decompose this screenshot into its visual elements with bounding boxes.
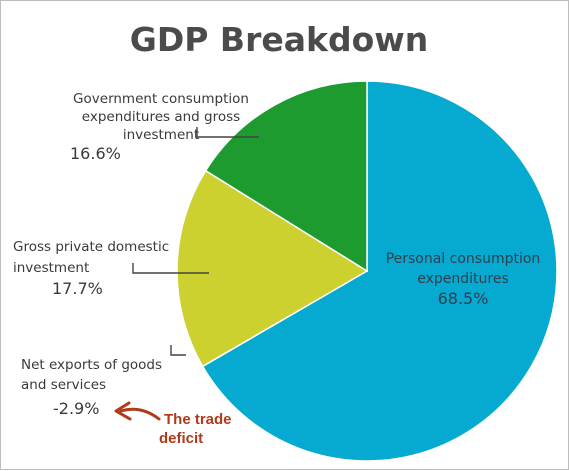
slice-government-consumption [204,80,368,273]
label-gross-private-investment-line: investment [13,260,89,276]
chart-title: GDP Breakdown [130,20,428,59]
value-personal-consumption: 68.5% [438,289,489,308]
label-net-exports: Net exports of goods and services [21,357,162,393]
label-net-exports-line: Net exports of goods [21,357,162,373]
pie-slices [176,80,558,462]
annotation-text-line: The trade [164,411,232,428]
label-government-consumption: Government consumption expenditures and g… [73,91,249,143]
value-net-exports: -2.9% [53,399,99,418]
leader-net-exports [170,345,186,356]
label-personal-consumption-line: expenditures [417,271,509,287]
label-personal-consumption-line: Personal consumption [386,251,541,267]
label-government-consumption-line: investment [123,127,199,143]
trade-deficit-annotation: The trade deficit [114,401,232,447]
value-government-consumption: 16.6% [70,144,121,163]
label-personal-consumption: Personal consumption expenditures [386,251,541,287]
annotation-text-line: deficit [159,430,203,447]
slice-labels: Personal consumption expenditures 68.5% Gov… [13,91,540,418]
leader-government [196,127,259,138]
label-net-exports-line: and services [21,377,106,393]
value-gross-private-investment: 17.7% [52,279,103,298]
leader-gross-private [132,263,209,274]
annotation-arrowhead [114,401,132,421]
label-government-consumption-line: Government consumption [73,91,249,107]
label-government-consumption-line: expenditures and gross [82,109,240,125]
slice-gross-private-investment [176,169,369,368]
annotation-arrow-shaft [119,407,161,421]
slice-personal-consumption [201,80,558,462]
label-gross-private-investment-line: Gross private domestic [13,239,169,255]
label-gross-private-investment: Gross private domestic investment [13,239,169,276]
